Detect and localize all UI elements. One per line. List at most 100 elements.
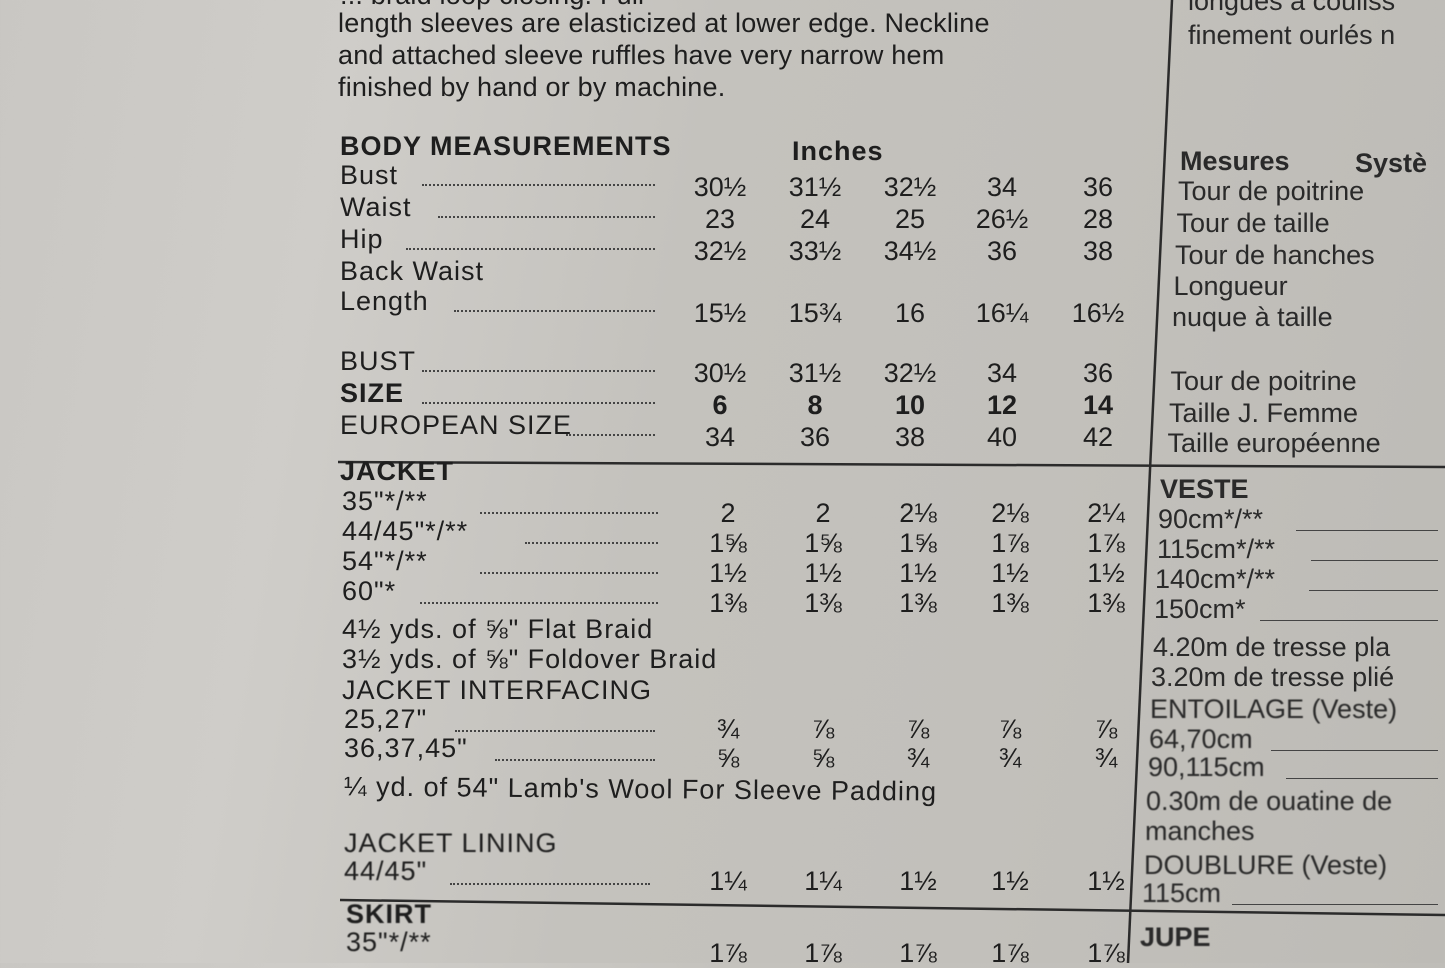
- size-value: 1⅜: [709, 588, 747, 618]
- size-value: 1⅝: [709, 528, 747, 558]
- size-value: ¾: [716, 714, 740, 744]
- fabric-label-fr: 115cm: [1142, 878, 1222, 908]
- notion-line: ¼ yd. of 54" Lamb's Wool For Sleeve Padd…: [343, 771, 938, 807]
- leader-dots: [566, 434, 655, 436]
- fabric-label-fr: 115cm*/**: [1157, 534, 1276, 564]
- leader-dots: [1232, 904, 1438, 905]
- size-value: 32½: [883, 358, 937, 388]
- measurement-label: Length: [340, 286, 429, 316]
- size-value: 1½: [991, 866, 1029, 896]
- section-heading: SKIRT: [346, 899, 432, 929]
- leader-dots: [438, 216, 655, 218]
- size-value: 42: [1082, 422, 1114, 452]
- size-value: 1½: [899, 558, 937, 588]
- size-value: 34½: [883, 236, 937, 266]
- leader-dots: [1311, 560, 1438, 561]
- size-value: 1⅞: [899, 938, 937, 968]
- size-value: ⅞: [906, 714, 930, 744]
- size-value: 36: [1082, 358, 1114, 388]
- size-value: 30½: [693, 172, 747, 202]
- measurement-label-fr: Taille européenne: [1167, 428, 1381, 458]
- size-value: 1⅞: [991, 528, 1029, 558]
- size-value: ⅝: [811, 743, 835, 773]
- size-value: 2⅛: [899, 498, 937, 528]
- size-value: 12: [986, 390, 1018, 420]
- size-value: ⅞: [811, 714, 835, 744]
- description-line-fr: longues à couliss: [1188, 0, 1396, 16]
- size-value: 2⅛: [991, 498, 1029, 528]
- size-value: 33½: [788, 236, 842, 266]
- size-value: ¾: [906, 743, 930, 773]
- size-value: 28: [1082, 204, 1114, 234]
- section-heading-fr: Systè: [1355, 148, 1428, 178]
- size-value: 31½: [788, 172, 842, 202]
- size-value: 1⅞: [804, 938, 842, 968]
- leader-dots: [422, 184, 655, 186]
- size-value: 2: [815, 498, 831, 528]
- size-value: 34: [704, 422, 736, 452]
- fabric-width-label: 54"*/**: [342, 546, 428, 576]
- fabric-width-label: 36,37,45": [344, 733, 468, 763]
- measurement-label: Back Waist: [340, 256, 485, 286]
- size-value: ⅞: [1094, 714, 1118, 744]
- size-value: 1⅜: [1087, 588, 1125, 618]
- size-value: 16½: [1071, 298, 1125, 328]
- size-value: 1½: [709, 558, 747, 588]
- measurement-label: EUROPEAN SIZE: [340, 410, 573, 440]
- measurement-label-fr: Longueur: [1173, 271, 1288, 301]
- leader-dots: [1286, 778, 1438, 779]
- size-value: ⅝: [716, 743, 740, 773]
- size-value: 6: [712, 390, 728, 420]
- leader-dots: [454, 310, 655, 312]
- fabric-label-fr: 90cm*/**: [1158, 504, 1264, 534]
- fabric-width-label: 44/45"*/**: [342, 516, 469, 546]
- measurement-label: Hip: [340, 224, 384, 254]
- size-value: 1⅞: [991, 938, 1029, 968]
- fabric-label-fr: manches: [1145, 816, 1255, 846]
- size-value: 30½: [693, 358, 747, 388]
- measurement-label-fr: nuque à taille: [1172, 302, 1333, 332]
- description-line: ... braid loop closing. Full: [340, 0, 644, 9]
- size-value: 2: [720, 498, 736, 528]
- size-value: 1½: [899, 866, 937, 896]
- measurement-label: Waist: [340, 192, 412, 222]
- size-value: 1¼: [709, 866, 747, 896]
- size-value: 32½: [883, 172, 937, 202]
- size-value: 15½: [693, 298, 747, 328]
- description-line-fr: finement ourlés n: [1188, 20, 1396, 50]
- size-value: ⅞: [998, 714, 1022, 744]
- size-value: 14: [1082, 390, 1114, 420]
- size-value: 26½: [975, 204, 1029, 234]
- size-value: 25: [894, 204, 926, 234]
- leader-dots: [1260, 620, 1438, 621]
- fabric-width-label: 35"*/**: [342, 486, 428, 516]
- size-value: 38: [1082, 236, 1114, 266]
- fabric-width-label: 44/45": [344, 856, 428, 886]
- column-divider: [1148, 0, 1174, 471]
- section-rule: [339, 898, 1445, 917]
- notion-line: 4½ yds. of ⅝" Flat Braid: [342, 614, 654, 644]
- size-value: 1⅝: [899, 528, 937, 558]
- size-value: 1⅜: [899, 588, 937, 618]
- size-value: 36: [1082, 172, 1114, 202]
- measurement-label: BUST: [340, 346, 417, 376]
- fabric-label-fr: 150cm*: [1154, 594, 1246, 624]
- leader-dots: [422, 370, 655, 372]
- section-heading-fr: VESTE: [1160, 474, 1249, 504]
- leader-dots: [450, 883, 650, 885]
- leader-dots: [422, 402, 655, 404]
- description-line: and attached sleeve ruffles have very na…: [338, 40, 945, 70]
- fabric-label-fr: 4.20m de tresse pla: [1153, 632, 1391, 662]
- leader-dots: [406, 248, 655, 250]
- fabric-width-label: 60"*: [342, 576, 397, 606]
- size-value: 1½: [1087, 558, 1125, 588]
- size-value: 1⅞: [709, 938, 747, 968]
- size-value: 1⅜: [991, 588, 1029, 618]
- fabric-label-fr: 64,70cm: [1149, 724, 1253, 754]
- fabric-label-fr: ENTOILAGE (Veste): [1150, 694, 1398, 724]
- fabric-label-fr: 0.30m de ouatine de: [1146, 786, 1393, 816]
- size-value: 24: [799, 204, 831, 234]
- notion-line: 3½ yds. of ⅝" Foldover Braid: [342, 644, 718, 674]
- fabric-width-label: 35"*/**: [346, 927, 432, 957]
